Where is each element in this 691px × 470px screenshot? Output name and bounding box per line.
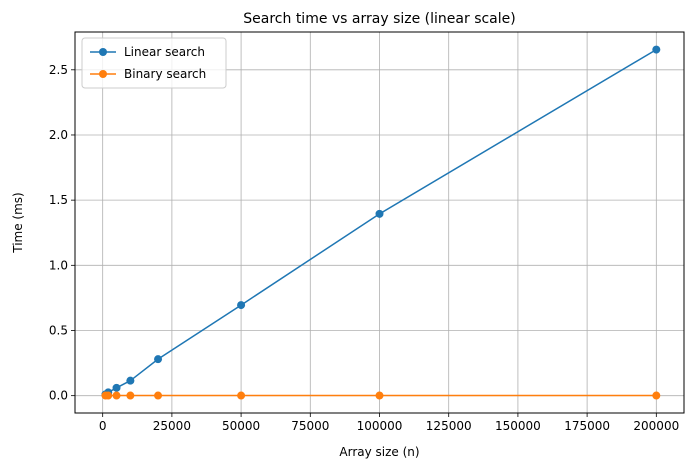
linear-search-point [154,355,163,364]
linear-search-point [375,209,384,218]
x-tick-label: 75000 [291,419,329,433]
linear-search-point [126,376,135,385]
binary-search-point [126,391,135,400]
y-tick-label: 2.5 [49,63,68,77]
x-tick-label: 0 [99,419,107,433]
x-tick-label: 50000 [222,419,260,433]
linear-search-point [112,383,121,392]
binary-search-point [652,391,661,400]
linear-search-point [652,45,661,54]
legend-binary-search-label: Binary search [124,67,206,81]
chart-title: Search time vs array size (linear scale) [243,11,515,27]
legend: Linear search Binary search [81,37,227,89]
binary-search-point [375,391,384,400]
legend-box [81,37,227,89]
x-tick-label: 175000 [564,419,610,433]
x-tick-label: 25000 [153,419,191,433]
y-axis-label: Time (ms) [11,192,25,254]
linear-search-point [237,301,246,310]
x-tick-label: 125000 [426,419,472,433]
y-tick-label: 0.0 [49,389,68,403]
x-axis-label: Array size (n) [339,445,419,459]
binary-search-point [104,391,113,400]
binary-search-point [112,391,121,400]
binary-search-point [237,391,246,400]
legend-linear-search-marker [99,48,107,56]
x-tick-label: 200000 [633,419,679,433]
y-tick-label: 0.5 [49,323,68,337]
y-tick-label: 1.0 [49,258,68,272]
x-tick-label: 100000 [357,419,403,433]
y-tick-label: 2.0 [49,128,68,142]
legend-binary-search-marker [99,70,107,78]
series-group [101,45,661,400]
axis-ticks: 0 25000 50000 75000 100000 125000 150000 175000… [49,63,679,433]
x-tick-label: 150000 [495,419,541,433]
y-tick-label: 1.5 [49,193,68,207]
legend-linear-search-label: Linear search [124,45,205,59]
binary-search-point [154,391,163,400]
